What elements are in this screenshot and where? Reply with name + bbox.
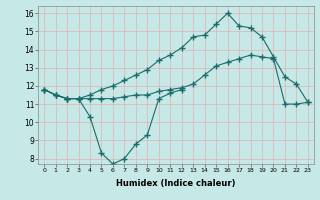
X-axis label: Humidex (Indice chaleur): Humidex (Indice chaleur): [116, 179, 236, 188]
